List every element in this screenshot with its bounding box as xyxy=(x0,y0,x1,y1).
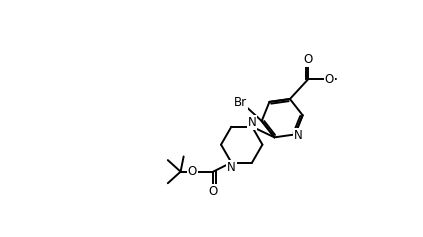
Text: O: O xyxy=(209,185,218,198)
Text: O: O xyxy=(324,73,334,86)
Text: N: N xyxy=(227,161,236,173)
Text: Br: Br xyxy=(234,96,247,109)
Text: O: O xyxy=(188,165,197,178)
Text: N: N xyxy=(294,128,302,141)
Text: O: O xyxy=(304,53,313,66)
Text: N: N xyxy=(248,116,256,129)
